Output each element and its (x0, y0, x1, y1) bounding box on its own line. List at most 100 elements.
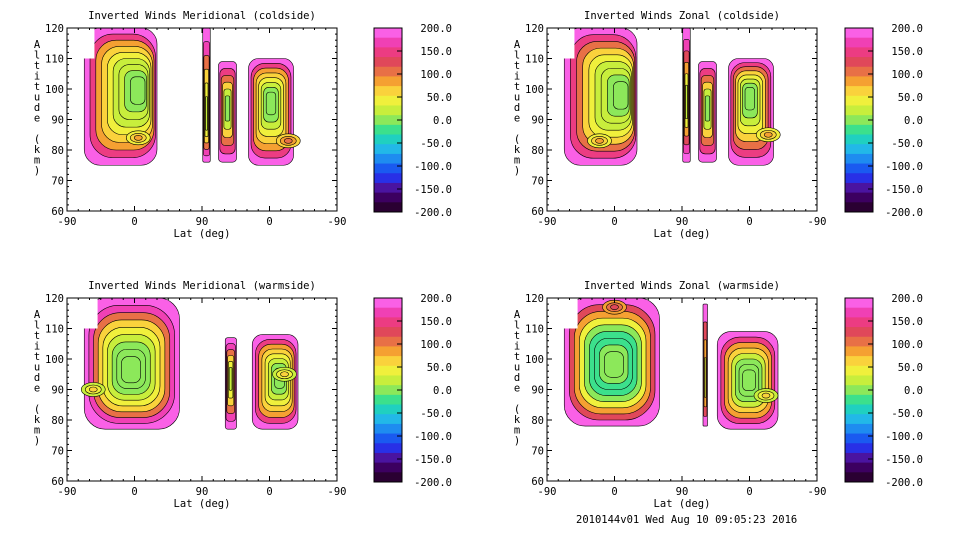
colorbar-swatch (845, 57, 873, 68)
colorbar-tick-label: -200.0 (414, 477, 452, 489)
contour-region-2 (224, 337, 237, 430)
colorbar-tick-label: 150.0 (420, 316, 452, 328)
contour-peak (88, 386, 98, 393)
footer-timestamp: 2010144v01 Wed Aug 10 09:05:23 2016 (576, 514, 798, 526)
y-tick-label: 110 (525, 54, 544, 66)
colorbar-tick-label: 100.0 (420, 69, 452, 81)
chart-title: Inverted Winds Zonal (coldside) (584, 10, 780, 22)
y-tick-label: 90 (531, 115, 544, 127)
x-tick-label: 0 (746, 216, 752, 228)
contour-band (704, 95, 711, 122)
colorbar-swatch (374, 433, 402, 444)
colorbar-swatch (845, 173, 873, 184)
colorbar-swatch (374, 317, 402, 328)
y-tick-label: 120 (45, 293, 64, 305)
colorbar-tick-label: 200.0 (420, 293, 452, 305)
colorbar-swatch (845, 47, 873, 58)
colorbar-swatch (845, 375, 873, 386)
colorbar-swatch (374, 365, 402, 376)
colorbar-swatch (845, 76, 873, 87)
x-tick-label: 90 (676, 216, 689, 228)
notch-mask (563, 298, 578, 329)
colorbar-4: 200.0 150.0 100.0 50.0 0.0 -50.0 -100.0 -150.0 -… (844, 293, 923, 489)
contour-region-1 (83, 28, 158, 166)
y-tick-label: 90 (51, 115, 64, 127)
x-tick-label: 0 (131, 216, 137, 228)
y-tick-label: 110 (45, 54, 64, 66)
contour-band (224, 95, 231, 122)
colorbar-swatch (374, 182, 402, 194)
notch-mask (563, 28, 575, 59)
contour-region-1 (563, 28, 638, 166)
x-axis-label: Lat (deg) (654, 228, 711, 240)
colorbar-swatch (374, 394, 402, 406)
contour-band (604, 351, 624, 378)
colorbar-tick-label: -150.0 (414, 184, 452, 196)
contour-band (265, 91, 277, 116)
contour-peak (610, 304, 619, 310)
contour-region-2 (682, 28, 691, 163)
contour-region-3 (218, 61, 237, 163)
contour-field (80, 298, 299, 430)
x-tick-label: -90 (808, 216, 827, 228)
contour-peak (595, 138, 604, 144)
contour-region-3 (716, 331, 779, 430)
colorbar-swatch (845, 433, 873, 444)
colorbar-swatch (374, 124, 402, 136)
contour-field (563, 298, 779, 430)
contour-band (744, 87, 755, 111)
x-tick-label: -90 (328, 216, 347, 228)
colorbar-swatch (845, 443, 873, 454)
chart-panel-3: Inverted Winds Meridional (warmside) 120 1… (34, 280, 347, 510)
colorbar-swatch (845, 404, 873, 415)
colorbar-tick-label: 0.0 (433, 385, 452, 397)
colorbar-swatch (845, 182, 873, 194)
colorbar-swatch (845, 37, 873, 48)
colorbar-swatch (374, 28, 402, 39)
colorbar-swatch (374, 66, 402, 77)
colorbar-tick-label: 150.0 (891, 46, 923, 58)
colorbar-swatch (374, 192, 402, 203)
colorbar-swatch (845, 452, 873, 464)
colorbar-tick-label: 0.0 (904, 115, 923, 127)
y-tick-label: 70 (531, 446, 544, 458)
x-tick-label: 90 (676, 486, 689, 498)
colorbar-tick-label: 150.0 (891, 316, 923, 328)
colorbar-swatch (845, 28, 873, 39)
colorbar-swatch (374, 202, 402, 213)
contour-field (563, 28, 781, 166)
colorbar-swatch (845, 365, 873, 376)
colorbar-tick-label: 0.0 (904, 385, 923, 397)
colorbar-swatch (374, 134, 402, 145)
colorbar-swatch (845, 298, 873, 309)
colorbar-swatch (374, 105, 402, 116)
x-tick-label: 0 (611, 486, 617, 498)
x-axis-label: Lat (deg) (174, 228, 231, 240)
colorbar-swatch (374, 37, 402, 48)
x-tick-label: -90 (328, 486, 347, 498)
colorbar-tick-label: 200.0 (420, 23, 452, 35)
x-tick-label: 0 (746, 486, 752, 498)
colorbar-swatch (845, 462, 873, 473)
colorbar-tick-label: -200.0 (414, 207, 452, 219)
y-tick-label: 90 (51, 385, 64, 397)
contour-band (685, 84, 688, 120)
colorbar-swatch (845, 472, 873, 483)
x-axis-label: Lat (deg) (654, 498, 711, 510)
colorbar-swatch (845, 144, 873, 155)
colorbar-swatch (845, 317, 873, 328)
contour-peak (761, 392, 771, 399)
contour-region-1 (563, 298, 660, 427)
colorbar-swatch (845, 134, 873, 145)
y-tick-label: 90 (531, 385, 544, 397)
colorbar-3: 200.0 150.0 100.0 50.0 0.0 -50.0 -100.0 -150.0 -… (373, 293, 452, 489)
colorbar-swatch (845, 192, 873, 203)
colorbar-swatch (845, 385, 873, 396)
colorbar-tick-label: -50.0 (891, 408, 923, 420)
notch-mask (83, 28, 95, 59)
y-tick-label: 60 (531, 206, 544, 218)
